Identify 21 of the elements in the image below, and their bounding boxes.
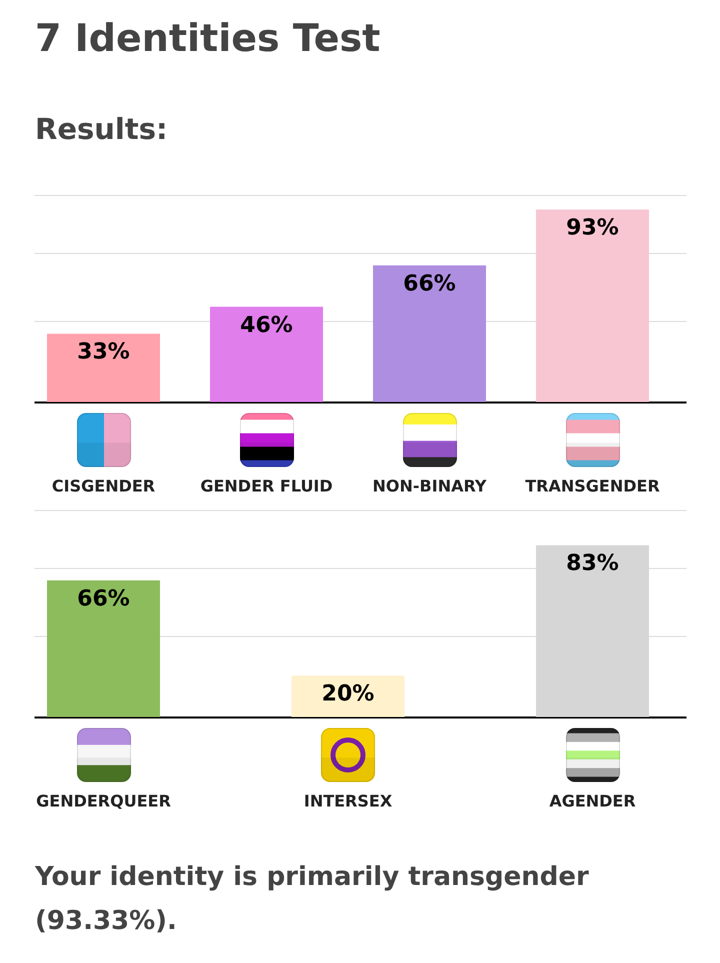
x-tick-label: CISGENDER — [52, 476, 156, 496]
x-tick-label: TRANSGENDER — [525, 476, 660, 496]
x-tick-label: GENDER FLUID — [200, 476, 333, 496]
data-label: 66% — [403, 271, 456, 296]
bar — [536, 209, 649, 402]
bar — [210, 306, 323, 402]
data-label: 33% — [77, 340, 130, 365]
chart-subtitle: Results: — [35, 112, 168, 146]
text: Your identity is primarily transgender (93.33%). — [35, 861, 590, 938]
data-label: 83% — [566, 551, 619, 576]
bar — [373, 265, 486, 402]
data-label: 46% — [240, 312, 293, 338]
x-tick-label: AGENDER — [549, 792, 636, 810]
data-label: 20% — [322, 682, 374, 707]
x-tick-label: INTERSEX — [304, 792, 393, 810]
data-label: 93% — [566, 215, 619, 240]
chart-title: 7 Identities Test — [35, 16, 380, 60]
bar — [47, 334, 160, 402]
data-label: 66% — [77, 586, 130, 612]
x-tick-label: GENDERQUEER — [36, 792, 171, 810]
x-tick-label: NON-BINARY — [372, 476, 487, 496]
